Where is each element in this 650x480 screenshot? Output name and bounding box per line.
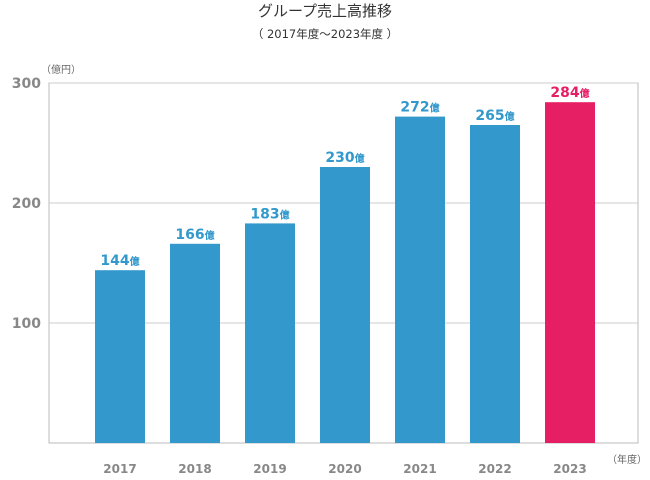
bar: [320, 167, 370, 443]
data-label: 166億: [175, 227, 214, 243]
y-tick-label: 200: [12, 196, 41, 212]
bar: [170, 243, 220, 443]
x-tick-label: 2023: [553, 462, 586, 476]
x-axis-unit-label: （年度）: [607, 453, 647, 466]
data-label: 265億: [475, 108, 514, 124]
data-label: 144億: [100, 253, 139, 269]
data-label: 272億: [400, 100, 439, 116]
data-label: 230億: [325, 150, 364, 166]
x-tick-label: 2020: [328, 462, 361, 476]
x-tick-label: 2019: [253, 462, 286, 476]
bar: [470, 125, 520, 443]
y-axis-unit-label: （億円）: [41, 63, 81, 76]
bar: [245, 223, 295, 443]
bar: [95, 270, 145, 443]
y-tick-label: 300: [12, 76, 41, 92]
bar: [395, 116, 445, 443]
x-tick-label: 2018: [178, 462, 211, 476]
x-tick-label: 2022: [478, 462, 511, 476]
y-tick-label: 100: [12, 316, 41, 332]
data-label: 183億: [250, 206, 289, 222]
chart-subtitle: （ 2017年度～2023年度 ）: [251, 27, 399, 41]
chart-title: グループ売上高推移: [257, 2, 393, 20]
data-label: 284億: [550, 85, 589, 101]
x-tick-label: 2021: [403, 462, 436, 476]
x-tick-label: 2017: [103, 462, 136, 476]
bar: [545, 102, 595, 443]
